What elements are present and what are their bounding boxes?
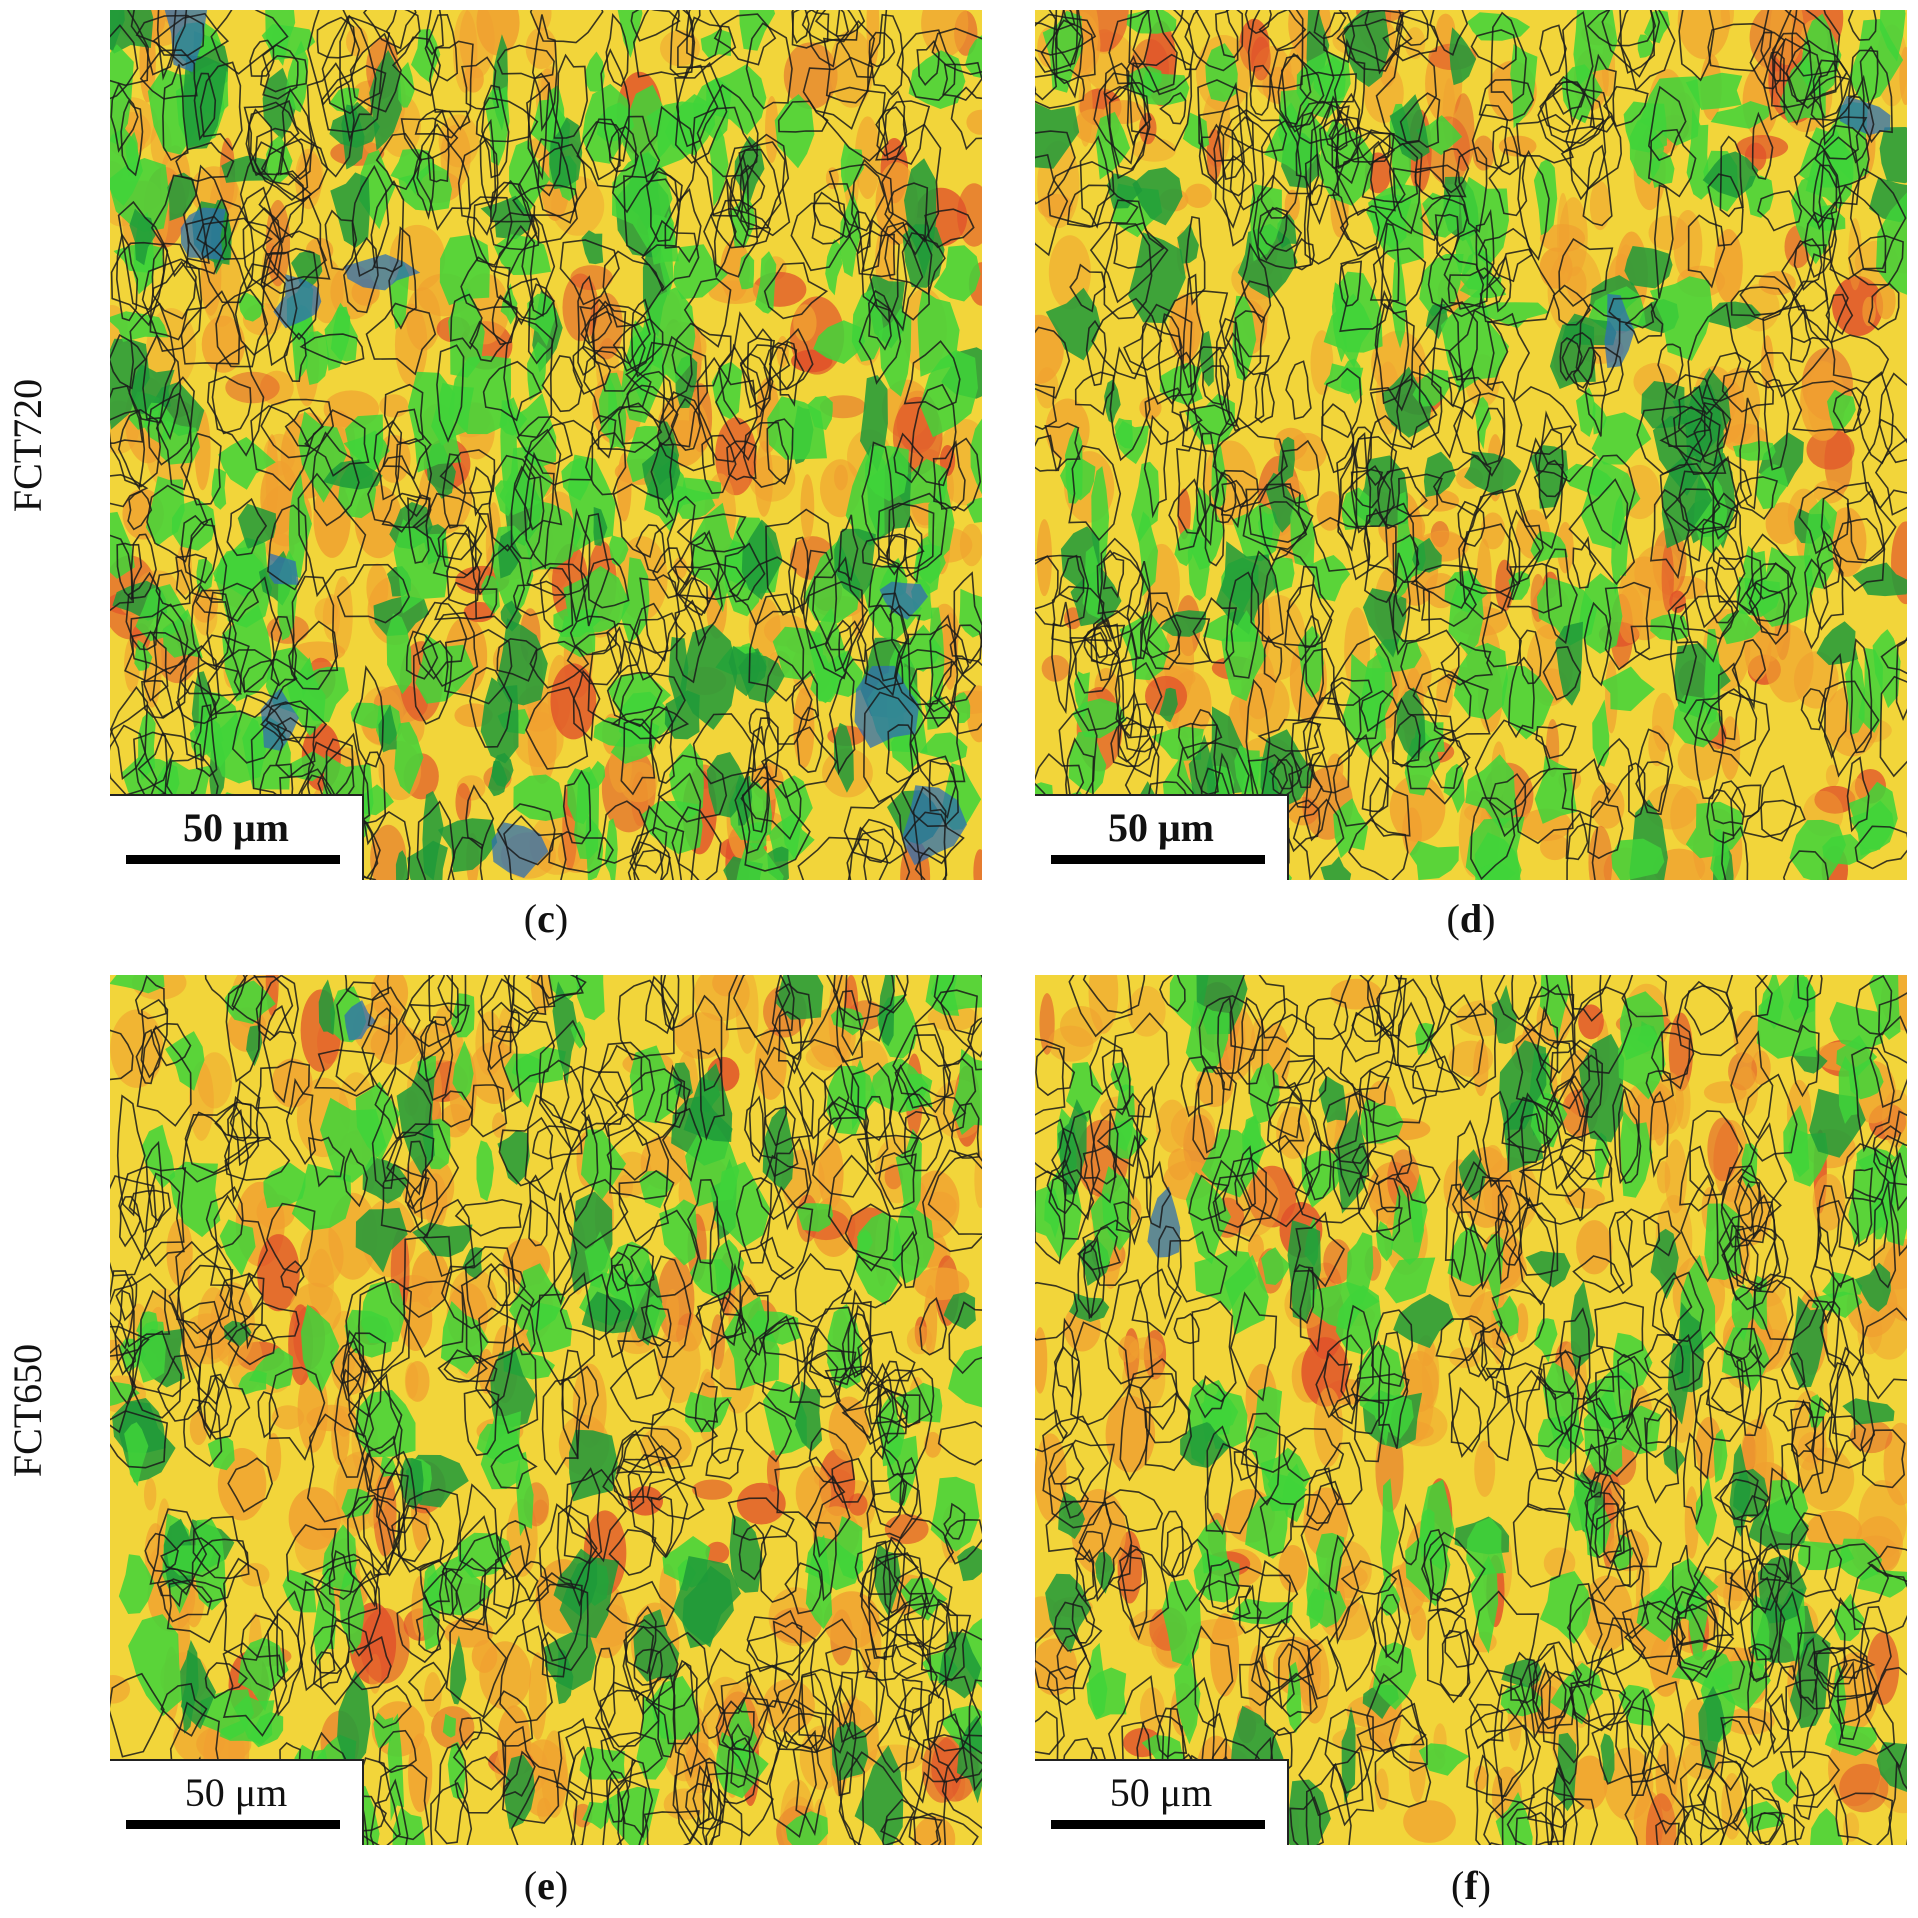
row-label-text: FCT650 <box>5 1343 51 1477</box>
caption-letter: d <box>1459 896 1483 941</box>
caption-f: (f) <box>1451 1863 1491 1908</box>
ebsd-map-image <box>110 10 982 880</box>
scale-bar: 50 μm <box>110 1759 364 1845</box>
ebsd-map-e: 50 μm <box>110 975 982 1845</box>
ebsd-map-f: 50 μm <box>1035 975 1907 1845</box>
row-label-text: FCT720 <box>5 378 51 512</box>
scale-bar: 50 μm <box>1035 1759 1289 1845</box>
scale-bar-line <box>126 855 340 864</box>
scale-bar-label: 50 μm <box>183 805 289 850</box>
caption-c: (c) <box>523 896 569 941</box>
scale-bar-label: 50 μm <box>1109 1770 1213 1815</box>
ebsd-map-image <box>1035 975 1907 1845</box>
caption-e: (e) <box>523 1863 569 1908</box>
scale-bar: 50 μm <box>110 794 364 880</box>
row-label-fct720: FCT720 <box>0 10 56 880</box>
ebsd-map-c: 50 μm <box>110 10 982 880</box>
ebsd-map-image <box>1035 10 1907 880</box>
scale-bar-label: 50 μm <box>1108 805 1214 850</box>
row-label-fct650: FCT650 <box>0 975 56 1845</box>
caption-letter: c <box>537 896 555 941</box>
caption-letter: e <box>537 1863 555 1908</box>
scale-bar-line <box>126 1820 340 1829</box>
scale-bar-line <box>1051 1820 1265 1829</box>
scale-bar-line <box>1051 855 1265 864</box>
scale-bar: 50 μm <box>1035 794 1289 880</box>
ebsd-map-image <box>110 975 982 1845</box>
ebsd-map-d: 50 μm <box>1035 10 1907 880</box>
scale-bar-label: 50 μm <box>184 1770 288 1815</box>
caption-d: (d) <box>1446 896 1496 941</box>
caption-letter: f <box>1464 1863 1478 1908</box>
